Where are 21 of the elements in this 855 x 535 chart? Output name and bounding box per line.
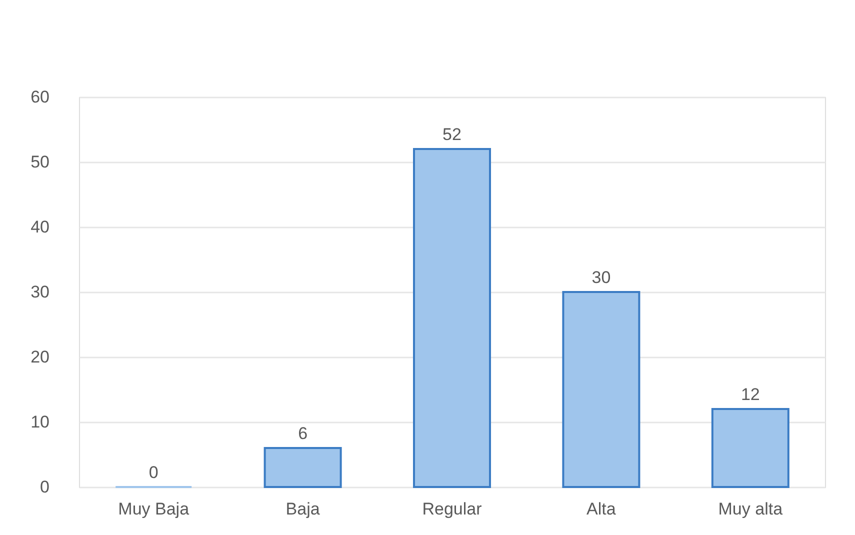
bar: [711, 408, 790, 488]
y-tick-label: 30: [30, 282, 50, 302]
bar: [413, 148, 491, 488]
y-tick-label: 40: [30, 218, 50, 236]
data-label: 30: [592, 268, 611, 287]
data-label: 6: [298, 424, 308, 443]
y-tick-label: 50: [30, 152, 50, 172]
x-tick-label: Regular: [422, 500, 482, 518]
bar: [264, 447, 342, 488]
x-tick-label: Muy alta: [718, 500, 784, 518]
x-tick-label: Baja: [286, 500, 320, 518]
bar: [562, 291, 640, 488]
y-tick-label: 0: [40, 478, 50, 496]
y-tick-label: 20: [30, 348, 50, 366]
x-tick-label: Muy Baja: [118, 500, 190, 518]
data-label: 0: [148, 463, 158, 482]
y-tick-label: 60: [30, 88, 50, 106]
data-label: 52: [442, 125, 462, 144]
x-tick-label: Alta: [586, 500, 616, 518]
data-label: 12: [740, 385, 760, 404]
y-tick-label: 10: [30, 412, 50, 432]
